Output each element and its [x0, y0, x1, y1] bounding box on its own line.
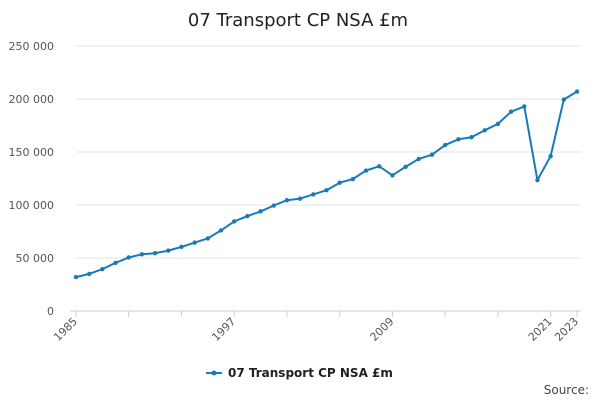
y-tick-label: 150 000 [9, 146, 55, 159]
data-point[interactable] [205, 236, 211, 241]
data-point[interactable] [482, 128, 487, 133]
data-point[interactable] [152, 251, 158, 256]
y-axis: 0 50 000 100 000 150 000 200 000 250 000 [9, 40, 55, 318]
x-tick-label: 2021 [526, 315, 555, 344]
y-tick-label: 200 000 [9, 93, 55, 106]
data-point[interactable] [377, 164, 382, 169]
data-point[interactable] [495, 121, 501, 127]
data-point[interactable] [429, 152, 435, 157]
data-point[interactable] [126, 255, 131, 260]
data-point[interactable] [271, 203, 276, 208]
data-point[interactable] [363, 168, 369, 173]
data-point[interactable] [166, 248, 171, 253]
data-point[interactable] [390, 173, 395, 178]
x-tick-label: 1985 [51, 315, 80, 344]
legend-label: 07 Transport CP NSA £m [228, 366, 393, 380]
data-point[interactable] [73, 274, 79, 280]
data-point[interactable] [232, 219, 237, 224]
y-tick-label: 100 000 [9, 199, 55, 212]
series-line [75, 90, 578, 279]
data-point[interactable] [350, 176, 356, 182]
data-point[interactable] [297, 196, 303, 201]
data-point[interactable] [535, 177, 540, 183]
source-label: Source: [544, 383, 589, 397]
gridlines [76, 45, 581, 259]
y-tick-label: 250 000 [9, 40, 55, 53]
data-point[interactable] [337, 180, 342, 185]
chart-title: 07 Transport CP NSA £m [188, 10, 408, 31]
data-point[interactable] [311, 192, 316, 197]
legend[interactable]: 07 Transport CP NSA £m [206, 366, 393, 380]
data-point[interactable] [179, 244, 184, 250]
data-point[interactable] [403, 164, 408, 170]
data-point[interactable] [100, 266, 105, 272]
y-tick-label: 0 [47, 305, 54, 318]
y-tick-label: 50 000 [16, 252, 55, 265]
data-point[interactable] [113, 260, 118, 265]
x-tick-label: 1997 [209, 315, 238, 344]
data-point[interactable] [416, 156, 421, 162]
data-point[interactable] [86, 271, 92, 277]
data-point[interactable] [574, 89, 580, 94]
data-point[interactable] [245, 213, 250, 219]
data-point[interactable] [139, 252, 145, 257]
data-point[interactable] [284, 198, 290, 203]
data-point[interactable] [561, 97, 567, 102]
x-tick-label: 2023 [552, 315, 581, 344]
data-point[interactable] [442, 142, 448, 148]
data-point[interactable] [522, 104, 527, 109]
data-point[interactable] [469, 134, 474, 140]
data-point[interactable] [456, 137, 461, 142]
x-tick-label: 2009 [368, 315, 397, 344]
series-layer [73, 89, 580, 280]
data-point[interactable] [324, 187, 329, 193]
data-point[interactable] [192, 240, 197, 245]
data-point[interactable] [258, 209, 263, 214]
data-point[interactable] [548, 154, 553, 159]
legend-dot-marker [211, 370, 217, 376]
data-point[interactable] [218, 228, 224, 233]
data-point[interactable] [508, 109, 514, 114]
